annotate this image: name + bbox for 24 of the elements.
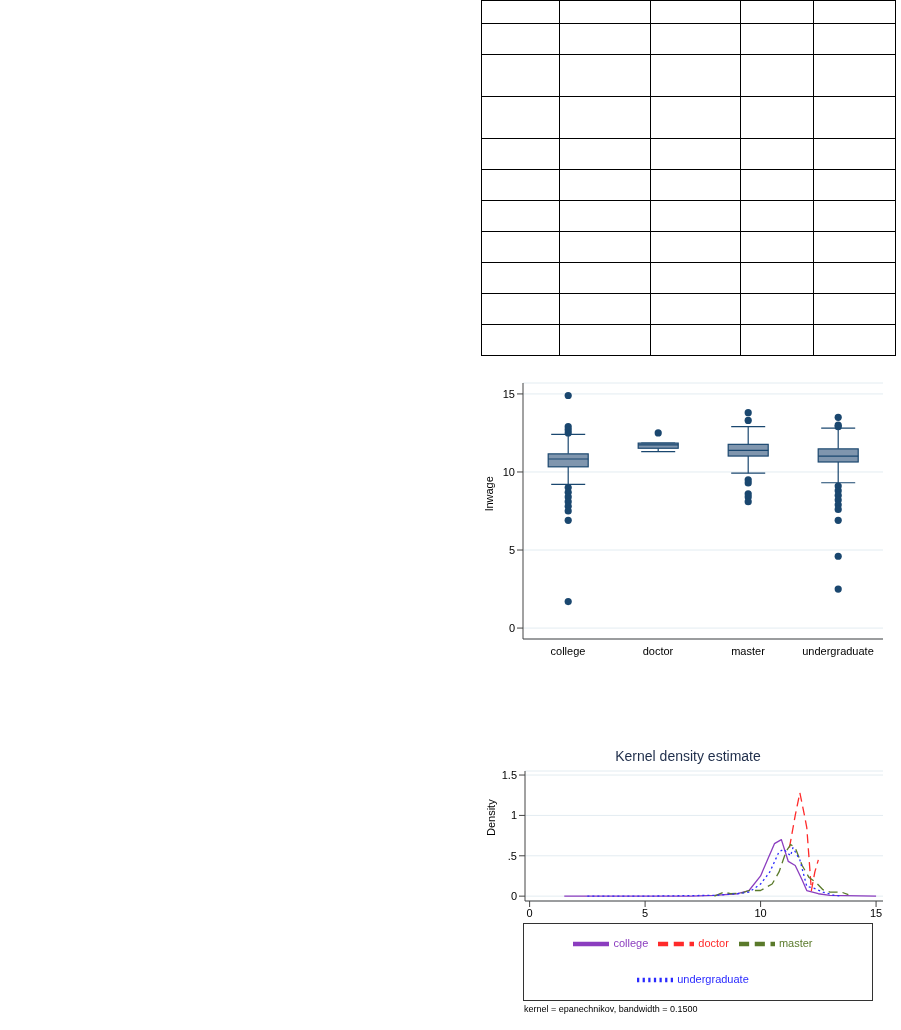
x-tick-label: master [731,644,766,657]
y-tick-label: 15 [502,387,515,400]
y-tick-label: 5 [508,543,515,556]
legend-label: undergraduate [677,972,749,985]
chart-title: Kernel density estimate [614,748,762,764]
y-axis-title: lnwage [482,476,495,511]
x-tick-label: undergraduate [802,644,874,657]
x-tick-label: doctor [642,644,674,657]
x-tick-label: 15 [869,906,883,919]
text: kernel = epanechnikov, bandwidth = 0.1500 [524,1004,699,1014]
x-tick-label: 0 [526,906,533,919]
x-tick-label: 10 [754,906,767,919]
x-tick-label: college [550,644,586,657]
y-tick-label: 1 [510,809,517,822]
legend-label: master [778,936,813,949]
legend-label: college [613,936,649,949]
legend-label: doctor [698,936,729,949]
y-tick-label: 1.5 [501,768,517,781]
y-tick-label: 10 [502,465,515,478]
y-tick-label: 0 [510,890,517,903]
y-tick-label: .5 [507,849,517,862]
y-axis-title: Density [484,798,497,836]
x-tick-label: 5 [642,906,649,919]
y-tick-label: 0 [508,621,515,634]
